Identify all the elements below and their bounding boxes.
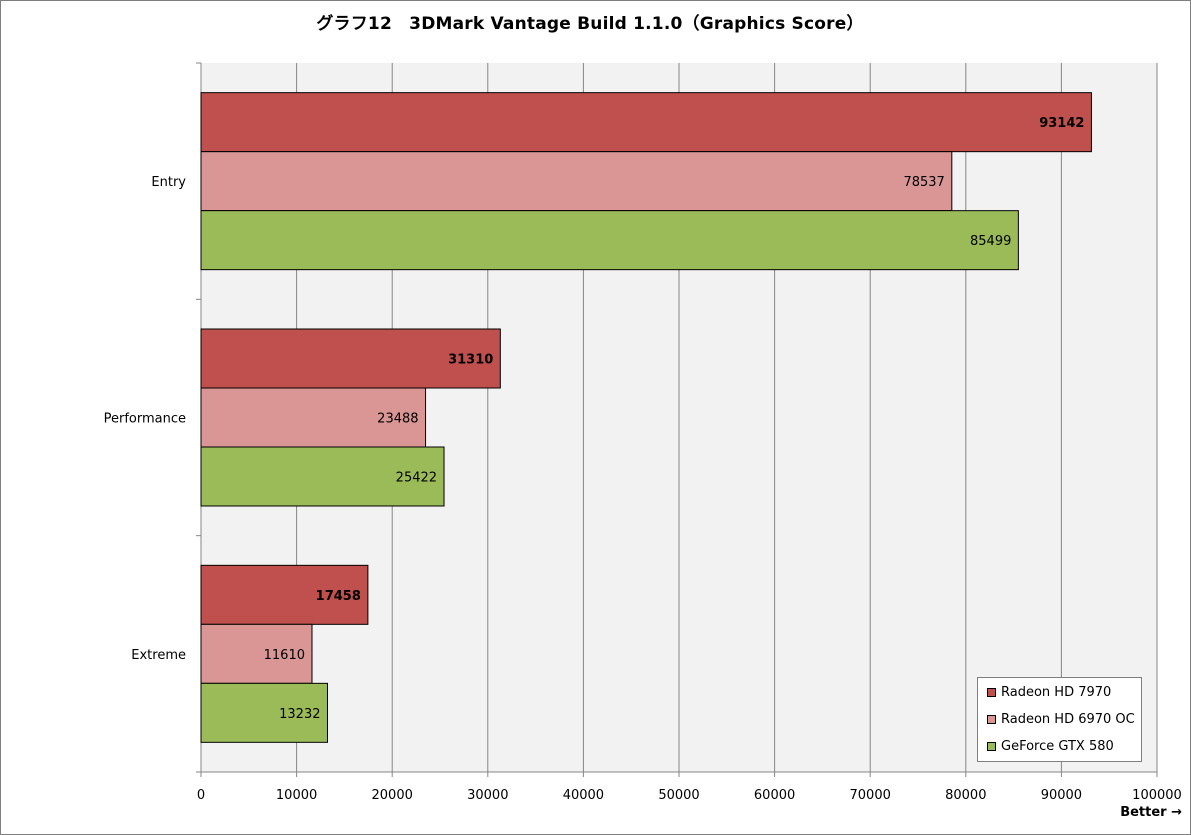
bar [200,682,328,743]
bar [200,623,313,684]
y-category-label: Entry [151,175,186,190]
x-tick-label: 40000 [563,788,604,803]
data-label: 31310 [448,353,493,368]
bar [200,151,953,212]
x-tick-label: 0 [197,788,205,803]
legend-swatch [987,714,996,724]
chart-title: グラフ12 3DMark Vantage Build 1.1.0（Graphic… [316,14,864,34]
x-tick-label: 70000 [850,788,891,803]
x-tick-label: 10000 [276,788,317,803]
legend-item: GeForce GTX 580 [987,737,1114,755]
x-tick-label: 20000 [372,788,413,803]
legend-label: Radeon HD 6970 OC [1001,711,1135,727]
y-category-label: Performance [104,412,186,427]
legend-label: GeForce GTX 580 [1001,738,1114,754]
x-tick-label: 100000 [1132,788,1182,803]
data-label: 23488 [377,412,418,427]
bar [200,92,1092,153]
data-label: 25422 [396,471,437,486]
x-tick-label: 30000 [467,788,508,803]
x-tick-label: 80000 [945,788,986,803]
legend-swatch [987,687,996,697]
data-label: 78537 [903,175,944,190]
legend-label: Radeon HD 7970 [1001,684,1112,700]
data-label: 93142 [1039,116,1084,131]
legend-swatch [987,741,996,751]
y-category-label: Extreme [131,648,186,663]
data-label: 85499 [970,234,1011,249]
bar [200,564,369,625]
better-annotation: Better → [1120,805,1182,820]
data-label: 11610 [264,648,305,663]
legend-item: Radeon HD 6970 OC [987,710,1135,728]
legend-item: Radeon HD 7970 [987,683,1111,701]
x-tick-label: 90000 [1041,788,1082,803]
chart-legend: Radeon HD 7970 Radeon HD 6970 OC GeForce… [977,677,1142,762]
x-tick-label: 60000 [754,788,795,803]
bar [200,210,1019,271]
bar [200,328,501,389]
data-label: 13232 [279,707,320,722]
bar [200,446,445,507]
bar [200,387,427,448]
data-label: 17458 [316,589,361,604]
x-tick-label: 50000 [658,788,699,803]
